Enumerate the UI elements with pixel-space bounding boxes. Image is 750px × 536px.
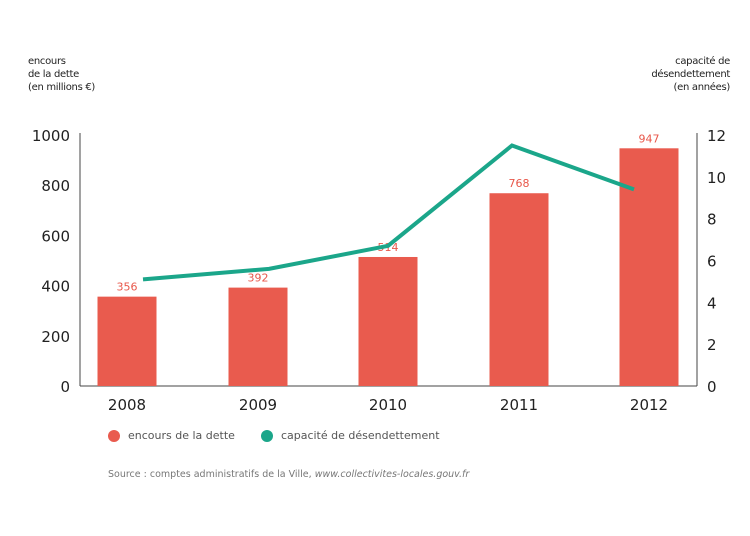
left-tick-label: 0 [60,378,70,396]
legend-item-capacity: capacité de désendettement [260,429,440,442]
right-tick-label: 10 [707,169,726,187]
legend-swatch-debt [108,429,120,442]
right-tick-label: 8 [707,211,717,229]
left-tick-label: 200 [41,328,70,346]
data-label-2011: 768 [509,177,530,190]
left-tick-label: 400 [41,278,70,296]
right-tick-label: 4 [707,294,717,312]
right-tick-label: 12 [707,127,726,145]
left-tick-label: 800 [41,177,70,195]
left-axis-label: encours de la dette (en millions €) [28,56,96,93]
legend-item-debt: encours de la dette [108,429,235,442]
x-tick-label: 2011 [500,396,538,414]
legend-label-capacity: capacité de désendettement [280,429,440,442]
legend-swatch-capacity [260,429,273,442]
bar-2010 [358,256,418,386]
source-text: Source : comptes administratifs de la Vi… [108,469,315,480]
x-tick-label: 2009 [239,396,277,414]
bar-2012 [619,148,679,386]
left-tick-label: 600 [41,227,70,245]
source-link: www.collectivites-locales.gouv.fr [314,469,470,480]
legend: encours de la dette capacité de désendet… [108,429,440,442]
bar-2011 [489,193,549,386]
x-tick-label: 2012 [630,396,668,414]
legend-label-debt: encours de la dette [128,429,235,442]
data-label-2009: 392 [248,272,269,285]
bar-2008 [97,296,157,386]
x-tick-label: 2010 [369,396,407,414]
left-tick-label: 1000 [32,127,70,145]
bar-2009 [228,287,288,386]
x-tick-label: 2008 [108,396,146,414]
source-note: Source : comptes administratifs de la Vi… [108,469,469,480]
right-tick-label: 6 [707,253,717,271]
data-label-2008: 356 [117,281,138,294]
data-label-2012: 947 [639,132,660,145]
right-axis-label: capacité de désendettement (en années) [651,56,730,93]
right-tick-label: 0 [707,378,717,396]
right-tick-label: 2 [707,336,717,354]
